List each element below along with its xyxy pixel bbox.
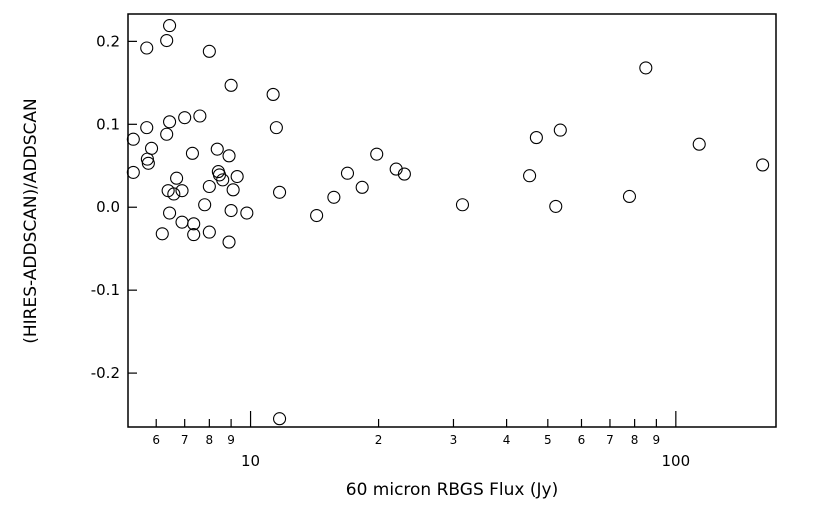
data-point — [185, 146, 199, 160]
data-point — [163, 115, 177, 129]
y-tick-label: 0.2 — [96, 32, 120, 50]
data-point — [230, 169, 244, 184]
data-point — [140, 121, 154, 135]
data-point — [639, 61, 653, 75]
data-point — [202, 225, 216, 239]
data-point — [224, 203, 238, 218]
x-minor-tick-label: 7 — [606, 433, 614, 447]
y-axis-title: (HIRES-ADDSCAN)/ADDSCAN — [21, 98, 41, 344]
data-point — [240, 206, 254, 220]
data-point — [140, 41, 154, 55]
data-point — [140, 152, 154, 166]
data-point — [175, 215, 189, 229]
data-point — [160, 127, 174, 141]
data-point — [216, 173, 230, 187]
x-minor-tick-label: 2 — [375, 433, 383, 447]
data-point — [355, 180, 369, 194]
data-point — [144, 141, 159, 155]
data-point — [155, 227, 169, 241]
data-point — [266, 87, 280, 101]
data-point — [202, 44, 216, 58]
data-point — [756, 158, 770, 172]
x-major-tick-label: 100 — [662, 452, 691, 470]
data-point — [178, 111, 192, 125]
x-minor-tick-label: 6 — [152, 433, 160, 447]
x-minor-tick-label: 7 — [181, 433, 189, 447]
data-point — [310, 208, 324, 223]
data-point — [553, 123, 567, 137]
data-point — [202, 179, 216, 194]
data-point — [193, 109, 207, 123]
x-minor-tick-label: 8 — [631, 433, 639, 447]
x-minor-tick-label: 4 — [503, 433, 511, 447]
data-point — [622, 189, 637, 203]
data-point — [273, 412, 287, 426]
x-minor-tick-label: 9 — [653, 433, 661, 447]
x-minor-tick-label: 3 — [450, 433, 458, 447]
x-axis-title: 60 micron RBGS Flux (Jy) — [346, 480, 558, 500]
data-point — [523, 169, 537, 183]
data-point — [389, 162, 403, 176]
data-point — [160, 33, 174, 48]
data-point — [175, 184, 189, 198]
x-minor-tick-label: 9 — [227, 433, 235, 447]
data-point — [273, 185, 287, 199]
y-tick-label: 0.0 — [96, 198, 120, 216]
data-point — [126, 132, 140, 146]
data-point — [692, 137, 706, 151]
data-point — [370, 147, 384, 161]
data-point — [198, 198, 212, 212]
x-minor-tick-label: 6 — [578, 433, 586, 447]
data-point — [141, 156, 155, 170]
data-points — [126, 19, 770, 426]
data-point — [455, 198, 470, 212]
data-point — [170, 171, 184, 185]
data-point — [210, 142, 224, 156]
data-point — [269, 121, 283, 135]
data-point — [187, 228, 201, 242]
x-major-tick-label: 10 — [241, 452, 260, 470]
data-point — [126, 165, 140, 179]
data-point — [549, 199, 563, 213]
data-point — [397, 167, 411, 181]
y-tick-label: -0.2 — [91, 364, 120, 382]
data-point — [327, 190, 341, 204]
data-point — [163, 19, 177, 33]
data-point — [222, 235, 236, 249]
data-point — [340, 166, 355, 180]
x-minor-tick-label: 8 — [206, 433, 214, 447]
data-point — [529, 131, 543, 145]
x-minor-tick-label: 5 — [544, 433, 552, 447]
data-point — [167, 187, 181, 201]
data-point — [222, 149, 236, 163]
data-point — [163, 206, 177, 220]
data-point — [224, 78, 238, 92]
plot-frame — [127, 13, 777, 428]
data-point — [226, 183, 240, 197]
data-point — [187, 217, 201, 231]
y-tick-label: -0.1 — [91, 281, 120, 299]
y-tick-label: 0.1 — [96, 115, 120, 133]
